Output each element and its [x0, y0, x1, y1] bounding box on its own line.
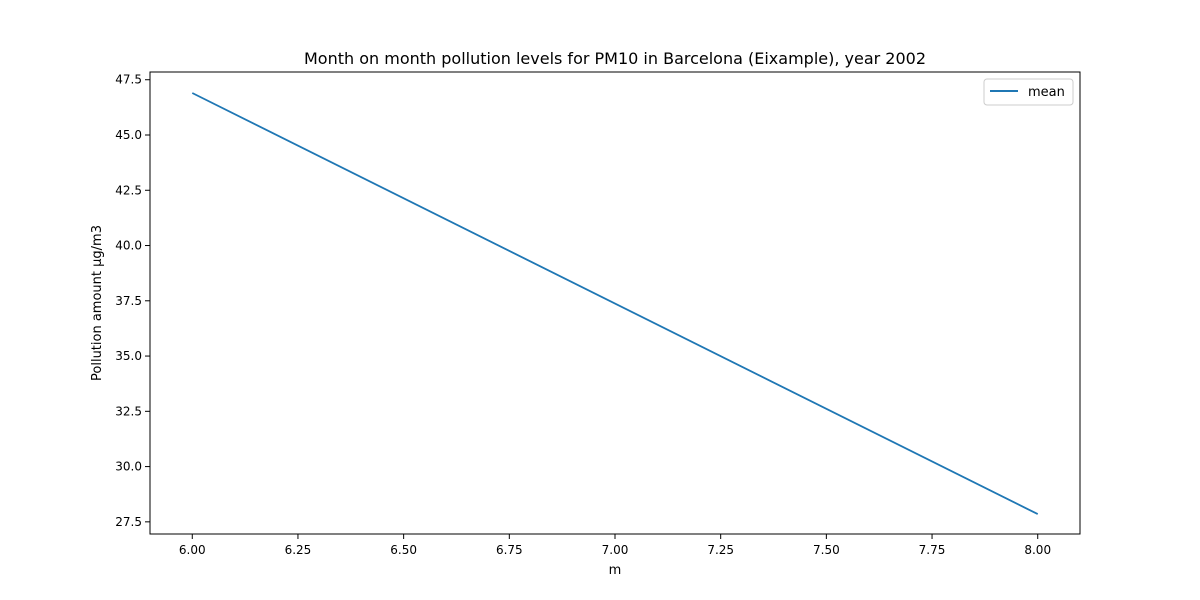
- series-layer: [191, 92, 1039, 515]
- x-tick-label: 7.00: [602, 543, 629, 557]
- legend-box: [983, 78, 1074, 106]
- x-tick-label: 7.25: [707, 543, 734, 557]
- x-tick-label: 8.00: [1024, 543, 1051, 557]
- y-tick-label: 37.5: [115, 294, 142, 308]
- y-tick-label: 32.5: [115, 404, 142, 418]
- plot-area: [149, 71, 1081, 535]
- y-tick-label: 42.5: [115, 183, 142, 197]
- x-tick-label: 7.50: [813, 543, 840, 557]
- legend-label-mean: mean: [1028, 85, 1065, 100]
- y-tick-label: 27.5: [115, 515, 142, 529]
- y-tick-label: 47.5: [115, 73, 142, 87]
- legend: mean: [983, 78, 1074, 106]
- x-axis-label: m: [609, 563, 622, 578]
- x-axis-ticks: 6.00 6.25 6.50 6.75 7.00 7.25 7.50 7.75 8.00: [179, 534, 1051, 557]
- x-tick-label: 6.00: [179, 543, 206, 557]
- series-line-mean: [191, 92, 1039, 515]
- chart-title: Month on month pollution levels for PM10…: [304, 49, 926, 68]
- y-axis-label: Pollution amount µg/m3: [90, 225, 105, 381]
- x-tick-label: 7.75: [919, 543, 946, 557]
- y-tick-label: 35.0: [115, 349, 142, 363]
- x-tick-label: 6.75: [496, 543, 523, 557]
- x-tick-label: 6.25: [285, 543, 312, 557]
- y-tick-label: 40.0: [115, 239, 142, 253]
- x-tick-label: 6.50: [390, 543, 417, 557]
- y-tick-label: 30.0: [115, 460, 142, 474]
- y-axis-ticks: 27.5 30.0 32.5 35.0 37.5 40.0 42.5 45.0 47.5: [115, 73, 150, 529]
- y-tick-label: 45.0: [115, 128, 142, 142]
